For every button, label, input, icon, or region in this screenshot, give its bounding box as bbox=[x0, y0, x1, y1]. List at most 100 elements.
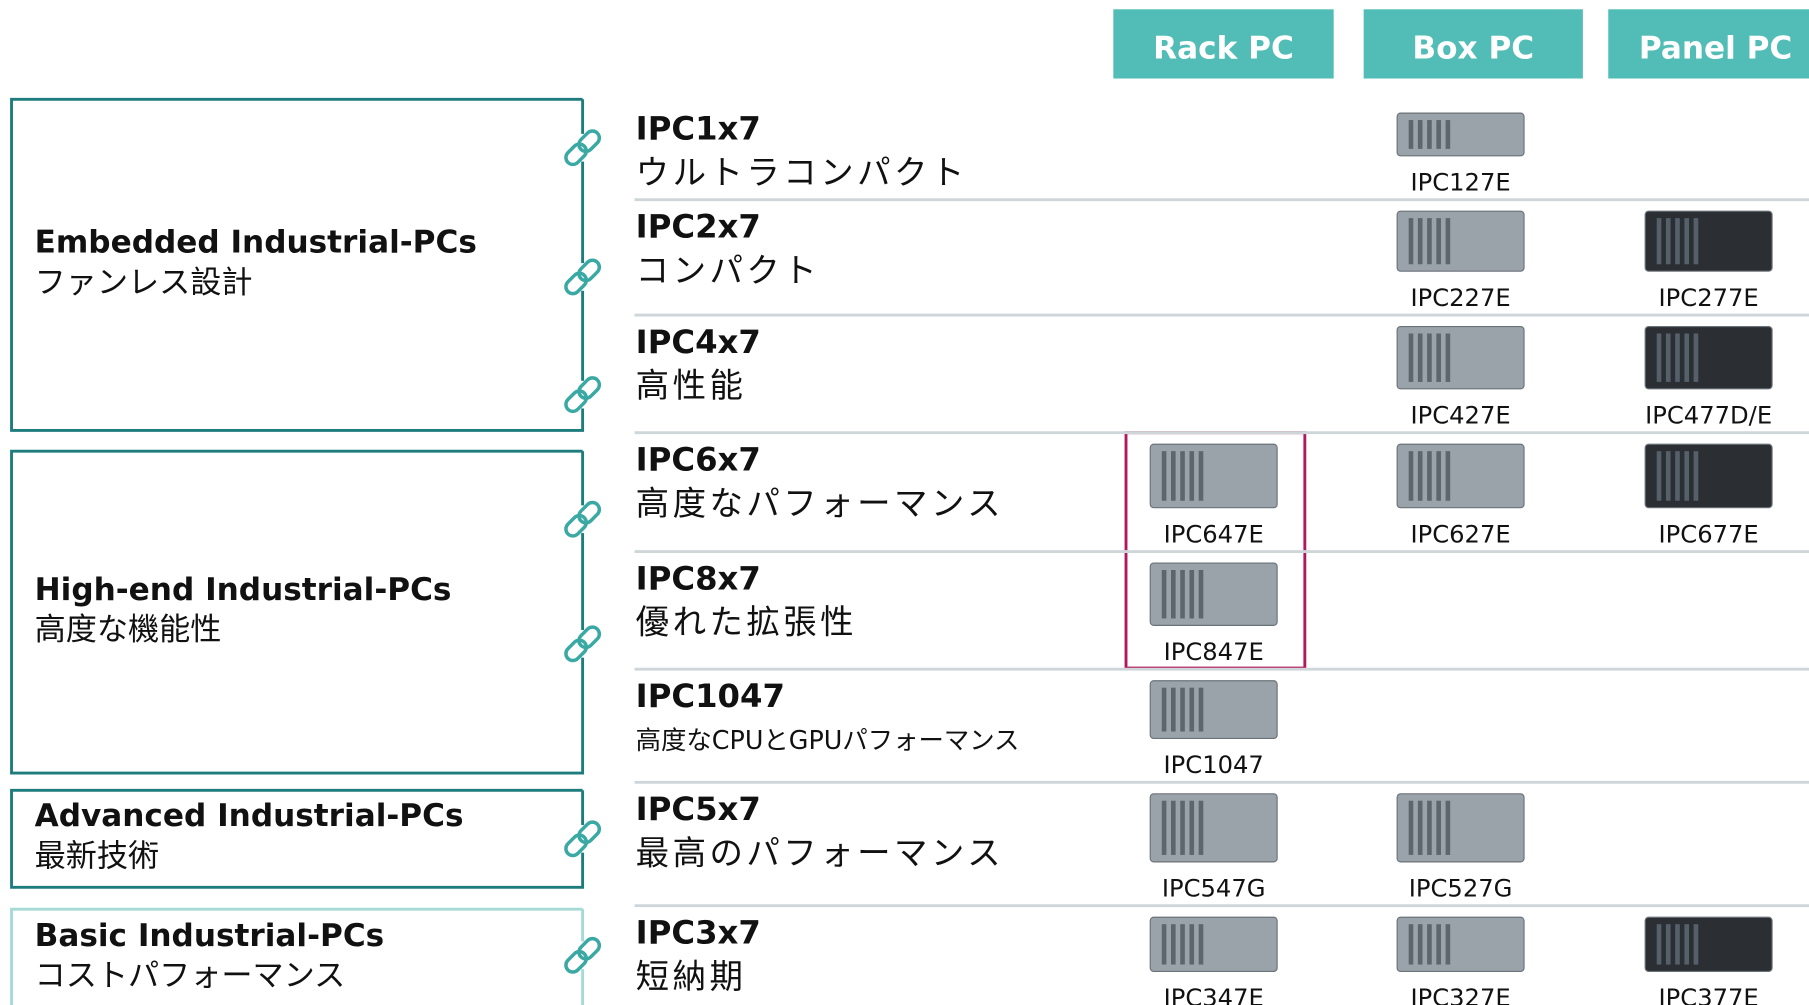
icon-bg bbox=[571, 133, 595, 162]
device-body bbox=[1149, 562, 1278, 626]
link-icon bbox=[564, 258, 602, 296]
device-body bbox=[1644, 443, 1773, 509]
icon-bg bbox=[571, 505, 595, 534]
link-ring bbox=[564, 142, 589, 167]
column-header-label: Rack PC bbox=[1153, 31, 1294, 67]
product-label: IPC227E bbox=[1410, 284, 1510, 312]
product-image bbox=[1149, 443, 1278, 509]
device-slot bbox=[1180, 451, 1185, 501]
device-slot bbox=[1665, 451, 1671, 501]
row-name: IPC1x7 bbox=[636, 109, 761, 147]
row-name: IPC1047 bbox=[636, 677, 785, 715]
device-slot bbox=[1656, 333, 1662, 382]
device-slot bbox=[1198, 687, 1204, 732]
group-title: Basic Industrial-PCs bbox=[35, 918, 385, 954]
device-slot bbox=[1675, 333, 1680, 382]
product-label: IPC847E bbox=[1164, 638, 1264, 666]
device-slot bbox=[1189, 924, 1195, 965]
product-image bbox=[1644, 443, 1773, 509]
group-title: Advanced Industrial-PCs bbox=[35, 798, 464, 834]
row-description: 高度なパフォーマンス bbox=[636, 484, 1004, 523]
device-slot bbox=[1417, 218, 1423, 265]
product-label: IPC1047 bbox=[1164, 751, 1264, 779]
device-body bbox=[1149, 443, 1278, 509]
device-slot bbox=[1198, 451, 1204, 501]
device-slot bbox=[1436, 218, 1441, 265]
column-header bbox=[1608, 9, 1809, 79]
product-image bbox=[1396, 443, 1525, 509]
device-slot bbox=[1656, 218, 1662, 265]
device-slot bbox=[1180, 569, 1185, 619]
group-subtitle: 高度な機能性 bbox=[35, 612, 222, 648]
link-ring bbox=[577, 820, 602, 845]
device-slot bbox=[1693, 333, 1699, 382]
product-image bbox=[1149, 916, 1278, 973]
link-icon bbox=[564, 376, 602, 414]
device-body bbox=[1149, 916, 1278, 973]
link-ring bbox=[577, 376, 602, 401]
product-image bbox=[1149, 562, 1278, 626]
device-slot bbox=[1675, 218, 1680, 265]
device-slot bbox=[1408, 924, 1414, 965]
device-slot bbox=[1408, 333, 1414, 382]
device-slot bbox=[1684, 333, 1690, 382]
link-icon bbox=[564, 936, 602, 974]
product-label: IPC127E bbox=[1410, 169, 1510, 197]
link-icon bbox=[564, 500, 602, 538]
device-slot bbox=[1189, 800, 1195, 855]
column-header-label: Panel PC bbox=[1639, 31, 1792, 67]
device-slot bbox=[1693, 924, 1699, 965]
device-slot bbox=[1161, 569, 1167, 619]
device-slot bbox=[1198, 800, 1204, 855]
device-slot bbox=[1180, 800, 1185, 855]
product-label: IPC647E bbox=[1164, 520, 1264, 548]
device-slot bbox=[1171, 687, 1176, 732]
device-body bbox=[1644, 210, 1773, 272]
product-image bbox=[1396, 112, 1525, 157]
device-slot bbox=[1427, 800, 1432, 855]
device-slot bbox=[1189, 451, 1195, 501]
device-slot bbox=[1436, 333, 1441, 382]
group-frame bbox=[10, 907, 585, 1005]
device-slot bbox=[1693, 218, 1699, 265]
device-slot bbox=[1427, 333, 1432, 382]
row-description: コンパクト bbox=[636, 251, 821, 290]
device-slot bbox=[1171, 569, 1176, 619]
device-body bbox=[1396, 916, 1525, 973]
device-slot bbox=[1445, 120, 1451, 149]
device-body bbox=[1149, 680, 1278, 740]
product-image bbox=[1396, 916, 1525, 973]
device-slot bbox=[1417, 120, 1423, 149]
group-frame bbox=[10, 788, 585, 889]
column-header bbox=[1113, 9, 1334, 79]
device-slot bbox=[1171, 924, 1176, 965]
device-slot bbox=[1417, 451, 1423, 501]
device-slot bbox=[1445, 924, 1451, 965]
device-slot bbox=[1665, 333, 1671, 382]
link-ring bbox=[564, 949, 589, 974]
device-slot bbox=[1675, 924, 1680, 965]
device-slot bbox=[1445, 218, 1451, 265]
device-slot bbox=[1436, 451, 1441, 501]
device-slot bbox=[1665, 924, 1671, 965]
link-icon bbox=[564, 625, 602, 663]
icon-bg bbox=[571, 629, 595, 658]
device-slot bbox=[1675, 451, 1680, 501]
device-slot bbox=[1684, 924, 1690, 965]
link-ring bbox=[577, 625, 602, 650]
device-body bbox=[1396, 793, 1525, 863]
device-slot bbox=[1427, 451, 1432, 501]
link-ring bbox=[564, 271, 589, 296]
device-body bbox=[1644, 916, 1773, 973]
device-slot bbox=[1436, 120, 1441, 149]
device-slot bbox=[1656, 924, 1662, 965]
device-slot bbox=[1408, 120, 1414, 149]
device-slot bbox=[1445, 333, 1451, 382]
device-slot bbox=[1171, 800, 1176, 855]
link-ring bbox=[577, 258, 602, 283]
row-description: 高度なCPUとGPUパフォーマンス bbox=[636, 725, 1020, 755]
device-body bbox=[1396, 210, 1525, 272]
device-slot bbox=[1693, 451, 1699, 501]
